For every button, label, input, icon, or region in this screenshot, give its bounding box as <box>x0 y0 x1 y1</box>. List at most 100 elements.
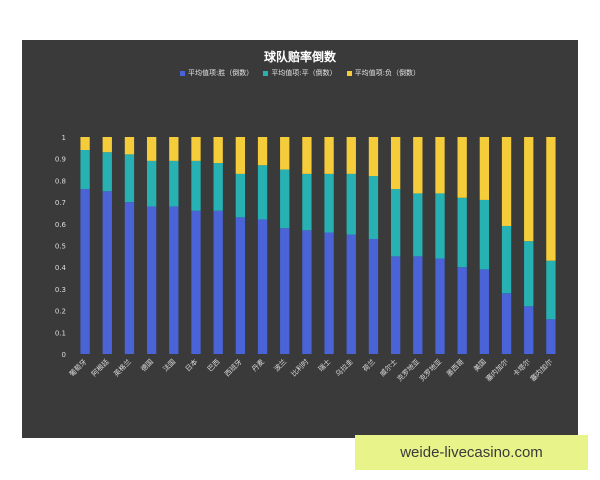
x-tick-label: 日本 <box>183 357 199 373</box>
bar-segment-win <box>546 319 556 354</box>
bar-segment-win <box>80 189 90 354</box>
y-tick-label: 0.2 <box>55 308 66 316</box>
legend-label-draw: 平均值项:平（倒数） <box>271 69 337 77</box>
bar-segment-draw <box>102 152 112 192</box>
legend-swatch-loss <box>346 70 352 76</box>
bar-segment-loss <box>390 137 401 190</box>
bar-segment-draw <box>124 154 135 203</box>
x-tick-label: 葡萄牙 <box>67 357 88 378</box>
bar-segment-win <box>413 256 423 354</box>
bar-segment-loss <box>413 137 423 194</box>
legend-label-win: 平均值项:胜（倒数） <box>187 69 254 77</box>
y-tick-label: 0.6 <box>55 221 67 229</box>
bar-segment-win <box>191 210 201 354</box>
legend-item-draw: 平均值项:平（倒数） <box>263 68 337 78</box>
bar-segment-win <box>235 217 246 354</box>
legend-swatch-draw <box>263 70 269 76</box>
y-tick-label: 0 <box>62 351 66 359</box>
bar-segment-draw <box>213 163 223 211</box>
bar-segment-win <box>102 191 112 354</box>
bar-segment-draw <box>457 197 467 268</box>
bar-segment-loss <box>280 137 290 170</box>
bar-segment-win <box>169 206 179 354</box>
bar-segment-win <box>368 238 379 354</box>
bar-segment-draw <box>346 173 356 235</box>
x-tick-label: 塞内加尔 <box>484 357 510 383</box>
x-tick-label: 西班牙 <box>223 357 244 378</box>
legend-swatch-win <box>179 70 185 76</box>
chart-plot: 0 0.1 0.2 0.3 0.4 0.5 0.6 0.7 0.8 0.9 1 葡萄牙 阿根廷 英格兰 德国… <box>55 134 556 383</box>
bar-segment-loss <box>435 137 445 194</box>
bar-segment-win <box>501 293 512 354</box>
legend-item-loss: 平均值项:负（倒数） <box>346 68 421 78</box>
bar-segment-draw <box>324 173 334 233</box>
legend-item-win: 平均值项:胜（倒数） <box>179 68 254 78</box>
y-tick-label: 1 <box>62 134 66 142</box>
bar-segment-loss <box>102 137 112 153</box>
bar-segment-loss <box>124 137 135 155</box>
x-tick-label: 德国 <box>139 357 155 373</box>
bar-segment-loss <box>479 137 490 200</box>
chart-panel: 球队赔率倒数 平均值项:胜（倒数） 平均值项:平（倒数） 平均值项:负（倒数） … <box>22 40 578 438</box>
y-tick-label: 0.7 <box>55 199 66 207</box>
bar-segment-win <box>435 258 445 354</box>
bar-segment-loss <box>324 137 334 174</box>
bar-segment-win <box>257 219 268 354</box>
x-tick-label: 美国 <box>472 357 488 373</box>
bar-segment-draw <box>302 173 312 231</box>
bar-segment-loss <box>302 137 312 174</box>
watermark: weide-livecasino.com <box>355 435 588 470</box>
bar-segment-win <box>346 234 356 354</box>
legend-label-loss: 平均值项:负（倒数） <box>354 69 421 77</box>
bar-segment-win <box>324 232 334 354</box>
x-tick-label: 克罗地亚 <box>395 357 421 383</box>
chart-title: 球队赔率倒数 <box>263 50 336 64</box>
bar-segment-loss <box>346 137 356 174</box>
bar-segment-win <box>146 206 157 354</box>
bar-segment-draw <box>501 225 512 294</box>
bar-segment-loss <box>257 137 268 166</box>
y-tick-label: 0.3 <box>55 286 66 294</box>
bar-segment-loss <box>546 137 556 261</box>
x-tick-label: 阿根廷 <box>89 357 110 378</box>
bar-segment-loss <box>524 137 534 242</box>
y-tick-label: 0.5 <box>55 243 66 251</box>
bar-segment-draw <box>146 160 157 207</box>
bar-segment-draw <box>280 169 290 229</box>
bar-segment-loss <box>235 137 246 174</box>
y-tick-label: 0.9 <box>55 156 66 164</box>
x-tick-label: 荷兰 <box>361 357 377 373</box>
bar-segment-loss <box>169 137 179 161</box>
y-tick-label: 0.8 <box>55 177 66 185</box>
y-tick-label: 0.4 <box>55 264 67 272</box>
bar-segment-win <box>124 202 135 354</box>
x-tick-label: 乌拉圭 <box>333 357 354 378</box>
bar-segment-draw <box>479 199 490 270</box>
x-tick-label: 英格兰 <box>112 357 133 378</box>
x-tick-label: 卡塔尔 <box>511 357 532 378</box>
x-tick-label: 塞内加尔 <box>528 357 554 383</box>
x-tick-label: 墨西哥 <box>445 358 466 379</box>
bar-segment-draw <box>368 176 379 239</box>
bar-segment-loss <box>457 137 467 198</box>
bar-segment-draw <box>257 165 268 220</box>
x-tick-label: 威尔士 <box>378 357 399 378</box>
chart-legend: 平均值项:胜（倒数） 平均值项:平（倒数） 平均值项:负（倒数） <box>22 68 578 78</box>
y-tick-label: 0.1 <box>55 329 66 337</box>
bar-segment-draw <box>235 173 246 218</box>
bar-segment-loss <box>368 137 379 177</box>
bar-segment-draw <box>524 241 534 307</box>
bar-segment-win <box>213 210 223 354</box>
bar-segment-win <box>479 269 490 354</box>
bar-segment-draw <box>169 160 179 207</box>
bar-segment-loss <box>146 137 157 161</box>
bar-segment-loss <box>213 137 223 164</box>
bar-segment-draw <box>390 189 401 257</box>
x-tick-label: 瑞士 <box>316 357 332 373</box>
x-tick-label: 巴西 <box>206 358 222 374</box>
bar-segment-loss <box>191 137 201 161</box>
bar-segment-loss <box>80 137 90 151</box>
x-tick-label: 比利时 <box>289 357 310 378</box>
bar-segment-draw <box>435 193 445 259</box>
x-tick-label: 克罗地亚 <box>417 357 443 383</box>
